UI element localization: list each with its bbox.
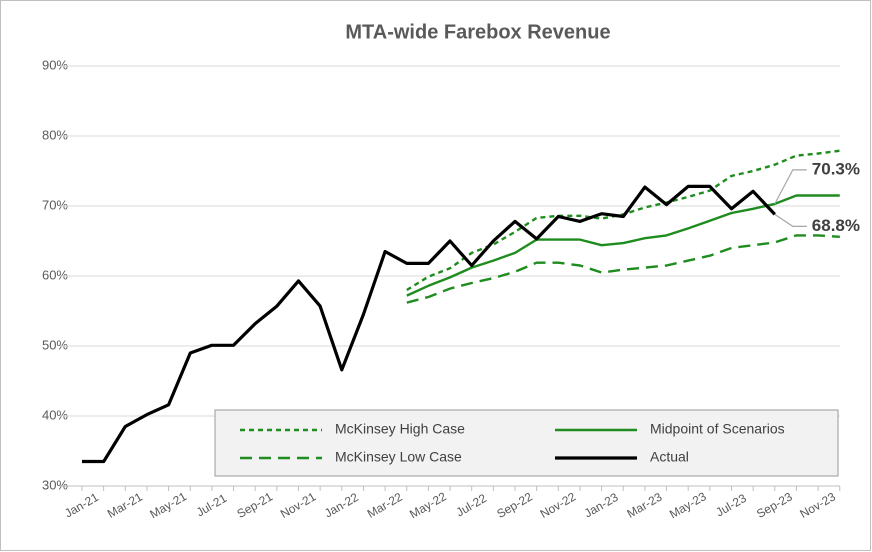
y-tick-label: 80%: [42, 127, 68, 142]
y-tick-label: 90%: [42, 57, 68, 72]
y-tick-label: 30%: [42, 477, 68, 492]
legend-label: McKinsey Low Case: [335, 449, 462, 465]
legend-label: McKinsey High Case: [335, 421, 465, 437]
legend-box: [214, 409, 839, 477]
y-tick-label: 50%: [42, 337, 68, 352]
value-label: 70.3%: [812, 159, 860, 178]
legend-label: Actual: [650, 449, 689, 465]
value-label: 68.8%: [812, 216, 860, 235]
series-line: [82, 184, 776, 464]
legend-label: Midpoint of Scenarios: [650, 421, 785, 437]
chart-title: MTA-wide Farebox Revenue: [345, 21, 610, 43]
y-tick-label: 40%: [42, 407, 68, 422]
series-line: [406, 234, 840, 304]
leader-line: [774, 213, 807, 227]
y-tick-label: 60%: [42, 267, 68, 282]
y-tick-label: 70%: [42, 197, 68, 212]
leader-line: [774, 169, 807, 205]
